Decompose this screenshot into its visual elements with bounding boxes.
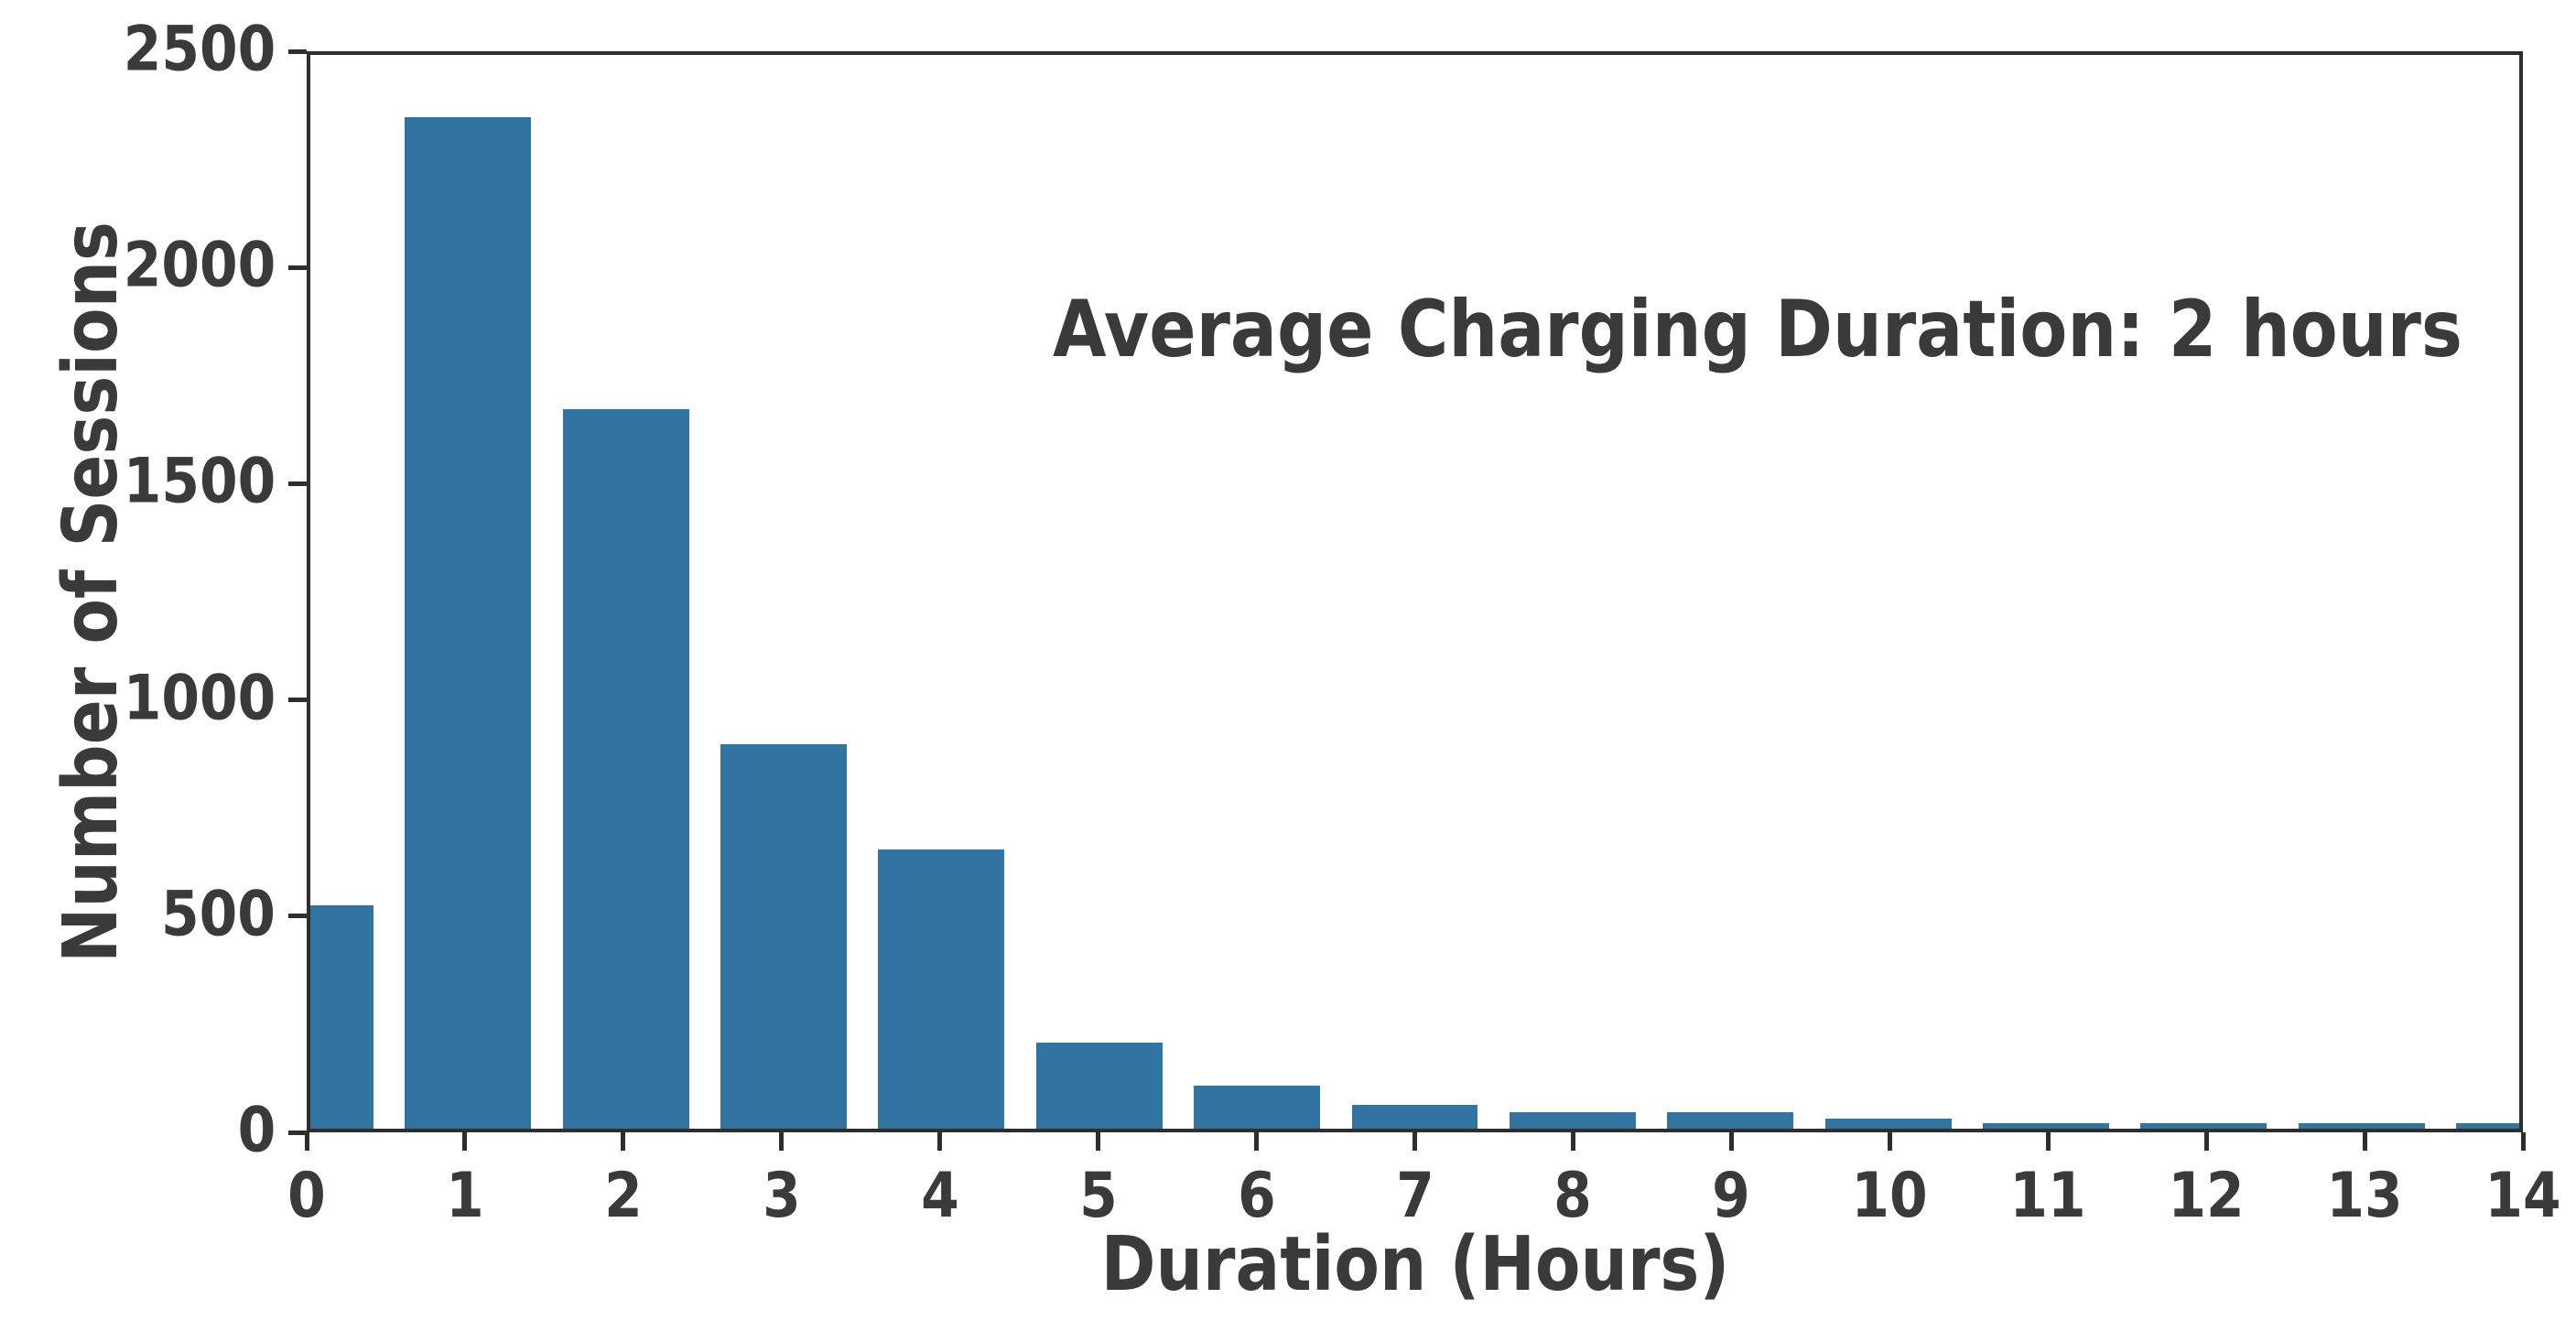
bar-hour-3 <box>720 744 847 1129</box>
x-tick-mark-13 <box>2362 1132 2367 1151</box>
y-tick-label-2000: 2000 <box>123 229 276 302</box>
y-tick-mark-0 <box>288 1130 307 1135</box>
x-tick-mark-2 <box>621 1132 626 1151</box>
x-tick-label-8: 8 <box>1553 1160 1593 1232</box>
bar-hour-14 <box>2456 1122 2519 1129</box>
x-tick-mark-12 <box>2203 1132 2209 1151</box>
x-tick-mark-8 <box>1570 1132 1575 1151</box>
x-tick-label-12: 12 <box>2168 1160 2245 1232</box>
bar-hour-6 <box>1194 1086 1321 1129</box>
x-tick-mark-1 <box>462 1132 468 1151</box>
bar-hour-0 <box>310 905 373 1129</box>
x-tick-label-13: 13 <box>2326 1160 2403 1232</box>
bar-hour-4 <box>878 849 1005 1129</box>
y-tick-label-2500: 2500 <box>123 13 276 86</box>
x-tick-label-4: 4 <box>920 1160 959 1232</box>
x-axis-label: Duration (Hours) <box>1057 1228 1771 1303</box>
x-tick-label-6: 6 <box>1237 1160 1276 1232</box>
y-tick-label-1000: 1000 <box>123 662 276 735</box>
x-tick-mark-11 <box>2045 1132 2051 1151</box>
bar-hour-12 <box>2140 1123 2268 1129</box>
x-tick-mark-10 <box>1887 1132 1892 1151</box>
y-tick-mark-2500 <box>288 49 307 54</box>
x-tick-label-11: 11 <box>2009 1160 2086 1232</box>
x-tick-mark-9 <box>1728 1132 1734 1151</box>
x-tick-label-7: 7 <box>1395 1160 1434 1232</box>
bar-hour-5 <box>1035 1043 1163 1129</box>
x-tick-mark-3 <box>779 1132 785 1151</box>
y-tick-mark-1000 <box>288 698 307 703</box>
bar-hour-2 <box>562 409 689 1129</box>
bar-hour-7 <box>1351 1105 1478 1129</box>
x-tick-mark-6 <box>1254 1132 1260 1151</box>
x-tick-mark-14 <box>2520 1132 2526 1151</box>
bar-hour-13 <box>2298 1123 2425 1129</box>
y-axis-label-text: Number of Sessions <box>48 221 135 963</box>
x-tick-mark-4 <box>937 1132 943 1151</box>
y-tick-label-0: 0 <box>237 1094 276 1167</box>
bar-hour-9 <box>1667 1112 1794 1129</box>
x-tick-mark-7 <box>1412 1132 1417 1151</box>
x-tick-label-14: 14 <box>2484 1160 2561 1232</box>
x-tick-label-3: 3 <box>762 1160 801 1232</box>
annotation-text-content: Average Charging Duration: 2 hours <box>1053 284 2462 375</box>
x-tick-label-0: 0 <box>287 1160 326 1232</box>
bar-hour-8 <box>1509 1112 1636 1129</box>
x-tick-label-5: 5 <box>1078 1160 1118 1232</box>
x-tick-mark-5 <box>1096 1132 1101 1151</box>
x-tick-mark-0 <box>304 1132 309 1151</box>
bar-hour-11 <box>1982 1122 2109 1129</box>
annotation-text: Average Charging Duration: 2 hours <box>957 284 2519 375</box>
y-tick-mark-2000 <box>288 265 307 270</box>
x-tick-label-1: 1 <box>446 1160 484 1232</box>
x-axis-label-text: Duration (Hours) <box>1100 1221 1729 1308</box>
y-tick-mark-1500 <box>288 481 307 486</box>
x-tick-label-10: 10 <box>1851 1160 1928 1232</box>
plot-area: Average Charging Duration: 2 hours <box>307 51 2523 1132</box>
x-tick-label-9: 9 <box>1712 1160 1751 1232</box>
y-tick-mark-500 <box>288 914 307 919</box>
y-axis-label: Number of Sessions <box>48 170 135 1012</box>
y-tick-label-500: 500 <box>161 878 276 951</box>
x-tick-label-2: 2 <box>604 1160 643 1232</box>
bar-hour-10 <box>1824 1118 1952 1129</box>
bar-hour-1 <box>405 117 532 1129</box>
y-tick-label-1500: 1500 <box>123 446 276 519</box>
